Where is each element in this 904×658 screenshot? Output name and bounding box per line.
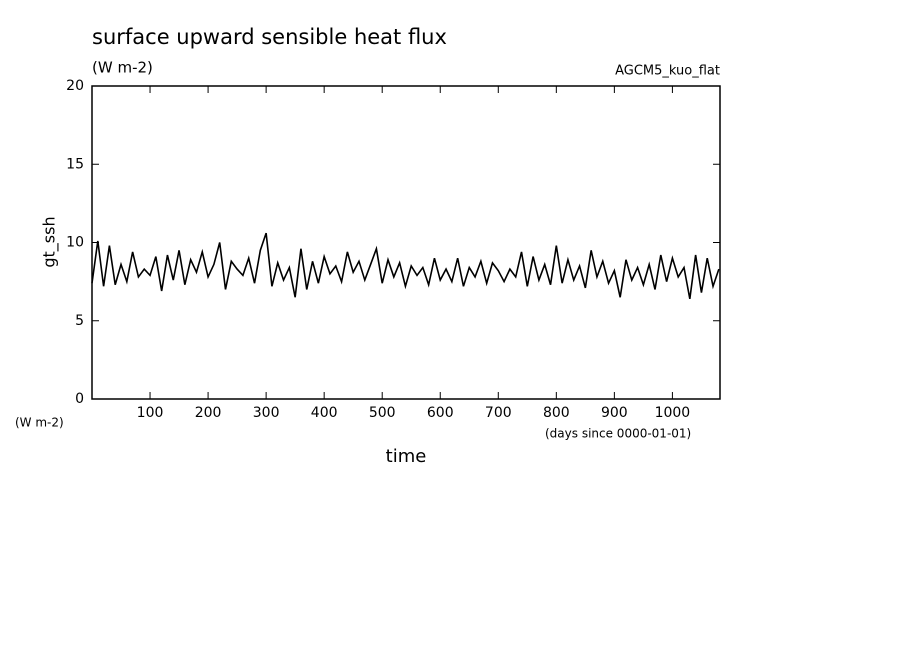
- x-tick-label: 700: [485, 405, 512, 421]
- y-units: (W m-2): [15, 416, 64, 430]
- x-units: (days since 0000-01-01): [545, 427, 691, 441]
- x-tick-label: 400: [311, 405, 338, 421]
- x-tick-label: 500: [369, 405, 396, 421]
- y-tick-label: 15: [66, 156, 84, 172]
- data-line: [91, 232, 720, 299]
- x-tick-label: 100: [137, 405, 164, 421]
- x-tick-label: 800: [543, 405, 570, 421]
- x-tick-label: 300: [253, 405, 280, 421]
- chart-title: surface upward sensible heat flux: [92, 25, 447, 49]
- x-tick-label: 600: [427, 405, 454, 421]
- annotation: AGCM5_kuo_flat: [615, 64, 720, 79]
- x-tick-label: 900: [601, 405, 628, 421]
- x-tick-label: 200: [195, 405, 222, 421]
- y-tick-label: 20: [66, 78, 84, 94]
- x-tick-label: 1000: [655, 405, 691, 421]
- y-tick-label: 5: [75, 313, 84, 329]
- x-axis-label: time: [386, 446, 427, 467]
- subtitle: (W m-2): [92, 59, 153, 77]
- y-tick-label: 10: [66, 235, 84, 251]
- y-tick-label: 0: [75, 391, 84, 407]
- y-axis-label: gt_ssh: [40, 216, 60, 267]
